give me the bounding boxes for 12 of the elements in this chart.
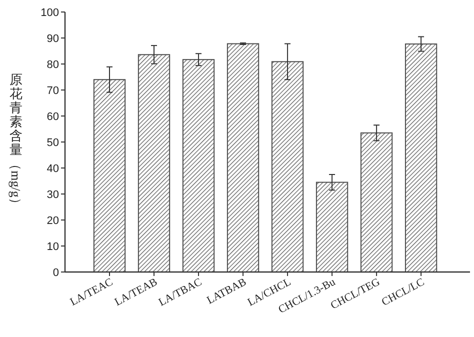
y-tick-label: 10: [46, 241, 59, 253]
y-tick-label: 30: [46, 189, 59, 201]
y-tick-label: 90: [46, 33, 59, 45]
y-tick-label: 20: [46, 215, 59, 227]
y-tick-label: 60: [46, 111, 59, 123]
y-tick-label: 0: [52, 267, 59, 279]
y-tick-label: 70: [46, 85, 59, 97]
y-tick-label: 100: [40, 7, 59, 19]
ylabel: 原花青素含量（mg/g）: [8, 72, 24, 210]
y-tick-label: 50: [46, 137, 59, 149]
y-tick-label: 80: [46, 59, 59, 71]
y-tick-label: 40: [46, 163, 59, 175]
